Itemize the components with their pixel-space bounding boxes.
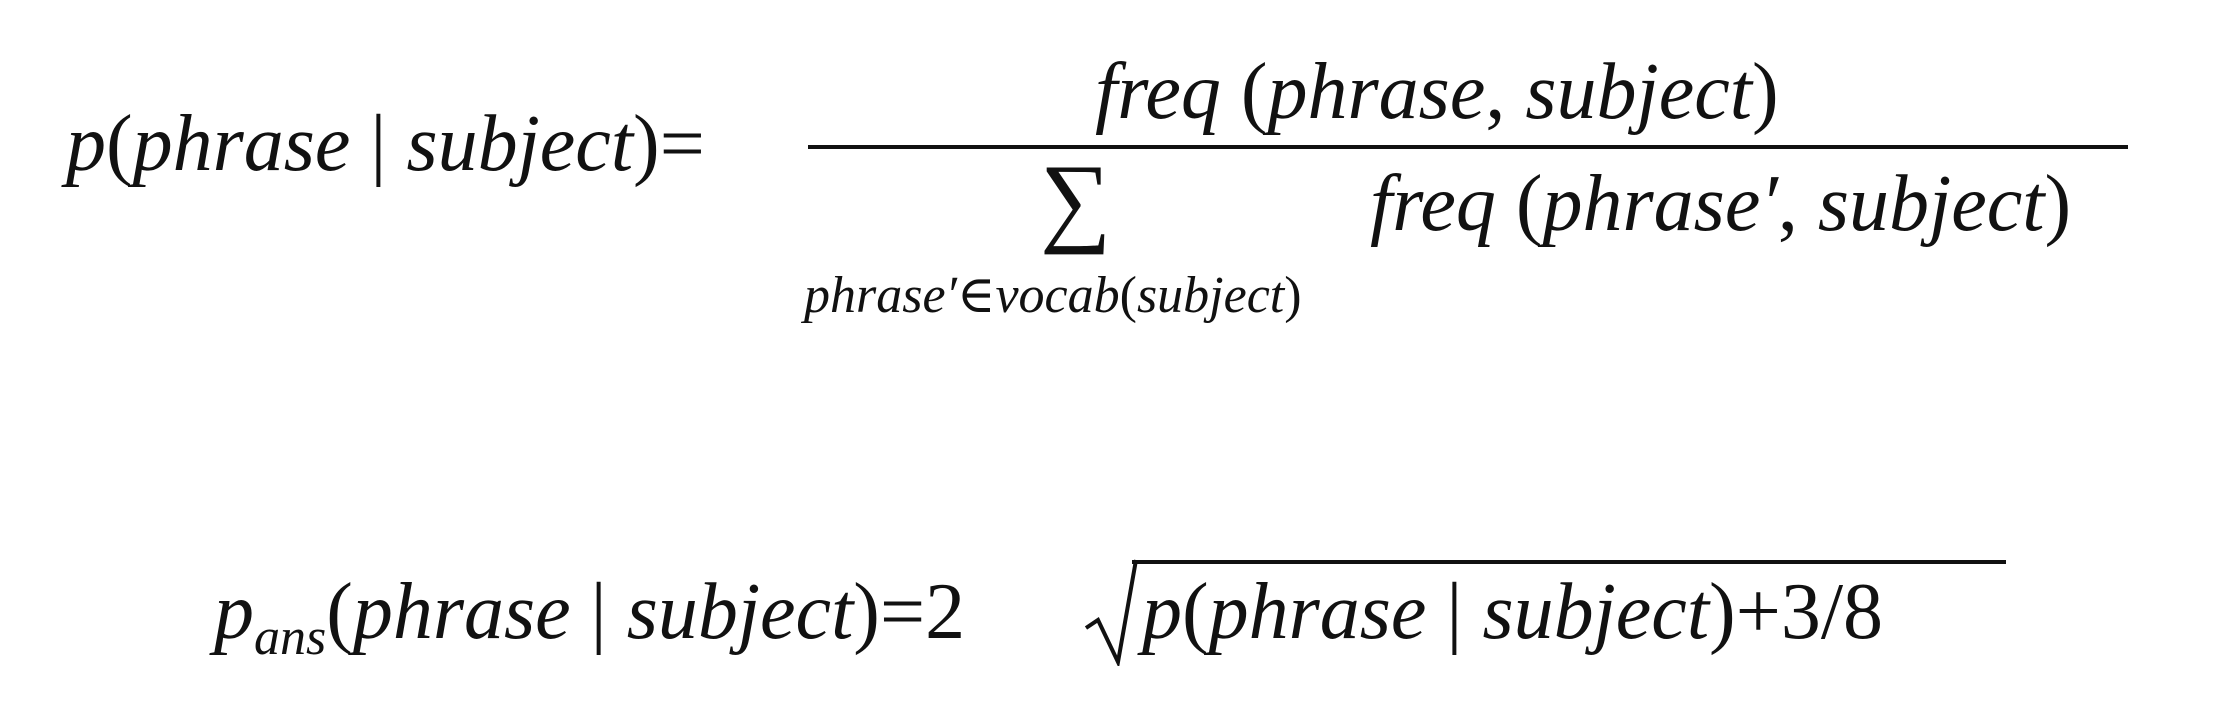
subject-var: subject [1482,568,1710,656]
close-paren: ) [1284,267,1302,324]
subject-var: subject [406,100,634,188]
vocab-function: vocab [995,267,1120,324]
subject-var: subject [1525,48,1752,136]
given-bar: | [590,568,607,656]
equation1-lhs: p(phrase | subject)= [66,104,705,184]
open-paren: ( [1119,267,1137,324]
freq-function: freq [1370,160,1496,248]
prob-symbol: p [66,100,106,188]
open-paren: ( [1240,48,1268,136]
open-paren: ( [326,568,353,656]
plus-sign: + [1735,568,1781,656]
close-paren: ) [633,100,660,188]
fraction-bar [808,145,2128,149]
comma: , [1777,160,1798,248]
element-of-symbol: ∈ [956,267,996,324]
close-paren: ) [1709,568,1736,656]
phrase-prime-var: phrase′ [804,267,957,324]
freq-function: freq [1095,48,1221,136]
open-paren: ( [1182,568,1209,656]
subject-var: subject [626,568,854,656]
subject-var: subject [1136,267,1285,324]
phrase-var: phrase [1208,568,1427,656]
square-root-icon [1084,559,1138,666]
equation2-lhs: pans(phrase | subject)=2 [214,572,965,664]
phrase-prime-var: phrase′ [1542,160,1778,248]
phrase-var: phrase [132,100,351,188]
close-paren: ) [2044,160,2072,248]
open-paren: ( [106,100,133,188]
given-bar: | [370,100,387,188]
comma: , [1485,48,1506,136]
close-paren: ) [853,568,880,656]
radicand: p(phrase | subject)+3/8 [1142,572,1883,652]
coefficient: 2 [925,568,966,656]
summation-symbol: ∑ [1040,144,1112,255]
equals-sign: = [659,100,705,188]
prob-symbol: p [214,568,254,656]
equals-sign: = [879,568,926,656]
phrase-var: phrase [352,568,571,656]
three-eighths: 3/8 [1780,568,1884,656]
fraction-denominator: freq (phrase′, subject) [1370,164,2071,244]
prob-symbol: p [1142,568,1182,656]
square-root-vinculum [1132,560,2006,564]
subject-var: subject [1817,160,2045,248]
phrase-var: phrase [1267,48,1486,136]
summation-subscript: phrase′∈vocab(subject) [804,270,1302,322]
ans-subscript: ans [254,609,327,666]
close-paren: ) [1751,48,1779,136]
given-bar: | [1446,568,1463,656]
open-paren: ( [1515,160,1543,248]
fraction-numerator: freq (phrase, subject) [1095,52,1779,132]
